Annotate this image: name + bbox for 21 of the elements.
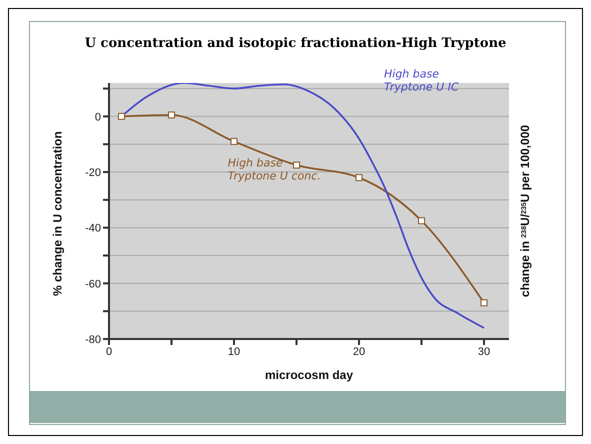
- point: [356, 174, 362, 182]
- x-tick-label: 30: [478, 346, 490, 358]
- point: [118, 112, 125, 120]
- y-tick-label: 0: [94, 111, 101, 124]
- y-tick-label: -20: [85, 166, 101, 179]
- text: High base Tryptone U IC: [384, 67, 459, 94]
- y-axis-title: % change in U concentration: [50, 131, 64, 296]
- y-tick-label: -80: [85, 334, 101, 346]
- point: [480, 299, 488, 306]
- point: [168, 112, 175, 118]
- y-tick-label: -60: [85, 278, 101, 290]
- x-tick-label: 0: [106, 346, 112, 358]
- chart-title: U concentration and isotopic fractionation-High Tryptone: [84, 36, 508, 51]
- x-tick-label: 10: [228, 346, 240, 358]
- point: [418, 217, 425, 224]
- series-label: High base Tryptone U conc.: [228, 156, 321, 182]
- point: [230, 138, 238, 145]
- x-axis-title: microcosm day: [264, 368, 354, 382]
- y-tick-label: -40: [85, 222, 101, 235]
- x-tick-label: 20: [352, 346, 366, 358]
- point: [293, 162, 300, 169]
